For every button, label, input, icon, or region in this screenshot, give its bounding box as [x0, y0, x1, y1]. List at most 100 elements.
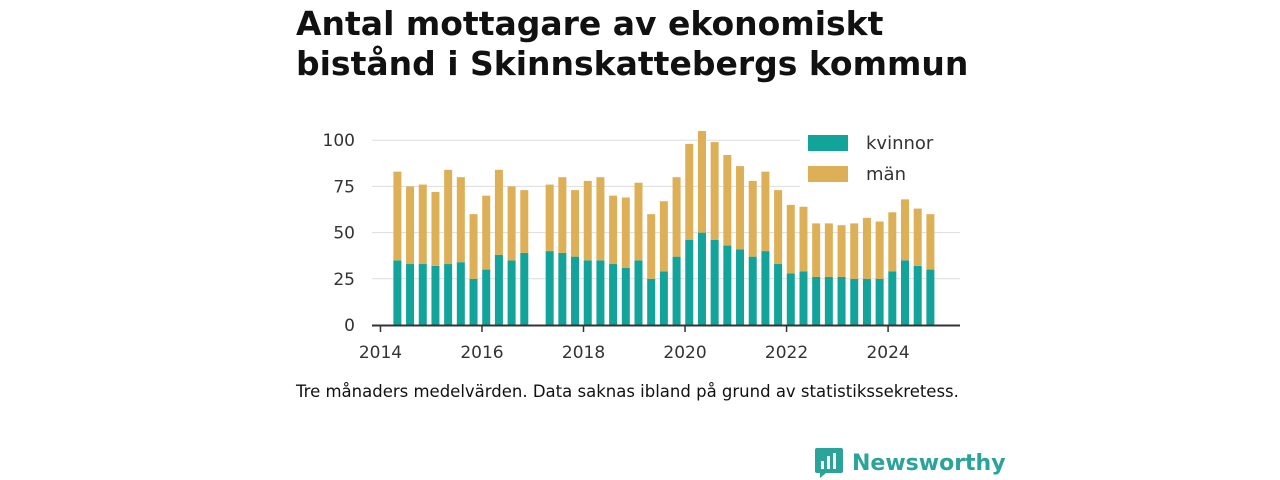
bar-man	[507, 186, 516, 261]
bar-man	[685, 143, 694, 241]
bar-man	[926, 214, 935, 270]
bar-man	[697, 131, 706, 233]
bar-man	[786, 204, 795, 274]
bar-kvinnor	[837, 276, 846, 325]
bar-man	[431, 191, 440, 266]
bar-man	[406, 186, 415, 265]
legend-swatch-man	[808, 166, 848, 182]
bar-man	[736, 166, 745, 250]
legend-label-man: män	[866, 164, 906, 185]
x-tick-label: 2022	[765, 343, 808, 363]
bar-man	[748, 180, 757, 257]
bar-man	[799, 206, 808, 272]
bar-man	[609, 195, 618, 265]
bar-kvinnor	[621, 267, 630, 325]
bar-kvinnor	[571, 256, 580, 325]
bar-kvinnor	[659, 271, 668, 325]
bar-man	[850, 223, 859, 279]
bar-kvinnor	[393, 260, 402, 325]
bar-kvinnor	[901, 260, 910, 325]
bar-kvinnor	[444, 264, 453, 325]
bar-kvinnor	[862, 278, 871, 325]
legend-label-kvinnor: kvinnor	[866, 133, 934, 154]
bar-man	[494, 169, 503, 255]
x-tick-label: 2024	[866, 343, 909, 363]
bar-kvinnor	[406, 264, 415, 325]
y-tick-label: 75	[333, 177, 355, 197]
bar-kvinnor	[456, 262, 465, 325]
bar-man	[520, 190, 529, 253]
x-axis-ticks: 2014 2016 2018 2020 2022 2024	[359, 326, 910, 363]
bar-kvinnor	[723, 245, 732, 325]
bar-kvinnor	[748, 256, 757, 325]
bar-kvinnor	[761, 251, 770, 325]
bar-man	[837, 225, 846, 277]
y-tick-label: 0	[344, 316, 355, 336]
footnote: Tre månaders medelvärden. Data saknas ib…	[296, 382, 959, 401]
bar-kvinnor	[799, 271, 808, 325]
bar-man	[647, 214, 656, 279]
bar-man	[583, 180, 592, 261]
bar-kvinnor	[824, 276, 833, 325]
bar-kvinnor	[431, 265, 440, 325]
bar-kvinnor	[888, 271, 897, 325]
bar-man	[418, 184, 427, 265]
bar-kvinnor	[596, 260, 605, 325]
bar-kvinnor	[583, 260, 592, 325]
bar-man	[824, 223, 833, 277]
legend-swatch-kvinnor	[808, 135, 848, 151]
bar-man	[875, 221, 884, 279]
y-tick-label: 100	[323, 131, 355, 151]
newsworthy-logo-icon	[815, 448, 843, 478]
bar-kvinnor	[469, 278, 478, 325]
bar-kvinnor	[812, 276, 821, 325]
brand: Newsworthy	[814, 446, 1006, 480]
bar-man	[774, 190, 783, 265]
bar-man	[672, 177, 681, 257]
bar-kvinnor	[850, 278, 859, 325]
y-axis-ticks: 0 25 50 75 100	[323, 131, 355, 336]
bar-kvinnor	[697, 232, 706, 325]
bar-kvinnor	[609, 264, 618, 325]
bar-man	[558, 177, 567, 253]
bar-kvinnor	[736, 249, 745, 325]
bar-man	[545, 184, 554, 252]
bar-man	[621, 197, 630, 268]
bar-kvinnor	[634, 260, 643, 325]
bar-kvinnor	[774, 264, 783, 325]
bar-man	[710, 142, 719, 241]
bar-kvinnor	[926, 269, 935, 325]
bar-man	[812, 223, 821, 277]
bar-man	[444, 169, 453, 265]
bar-kvinnor	[494, 254, 503, 325]
x-tick-label: 2014	[359, 343, 402, 363]
bar-man	[571, 190, 580, 257]
bar-man	[723, 155, 732, 246]
bar-man	[482, 195, 491, 270]
bars	[393, 131, 935, 325]
x-tick-label: 2020	[663, 343, 706, 363]
bar-kvinnor	[647, 278, 656, 325]
bar-man	[913, 208, 922, 266]
bar-man	[456, 177, 465, 263]
bar-kvinnor	[545, 251, 554, 325]
bar-kvinnor	[672, 256, 681, 325]
bar-man	[761, 171, 770, 252]
y-tick-label: 50	[333, 224, 355, 244]
bar-man	[393, 171, 402, 261]
bar-kvinnor	[786, 273, 795, 325]
bar-kvinnor	[710, 240, 719, 325]
bar-kvinnor	[418, 264, 427, 325]
bar-kvinnor	[875, 278, 884, 325]
x-tick-label: 2018	[562, 343, 605, 363]
bar-kvinnor	[558, 252, 567, 325]
bar-kvinnor	[685, 240, 694, 325]
bar-man	[888, 212, 897, 272]
bar-kvinnor	[482, 269, 491, 325]
bar-man	[659, 201, 668, 272]
bar-man	[901, 199, 910, 261]
bar-man	[596, 177, 605, 261]
chart-title: Antal mottagare av ekonomiskt bistånd i …	[296, 4, 969, 83]
bar-man	[469, 214, 478, 279]
